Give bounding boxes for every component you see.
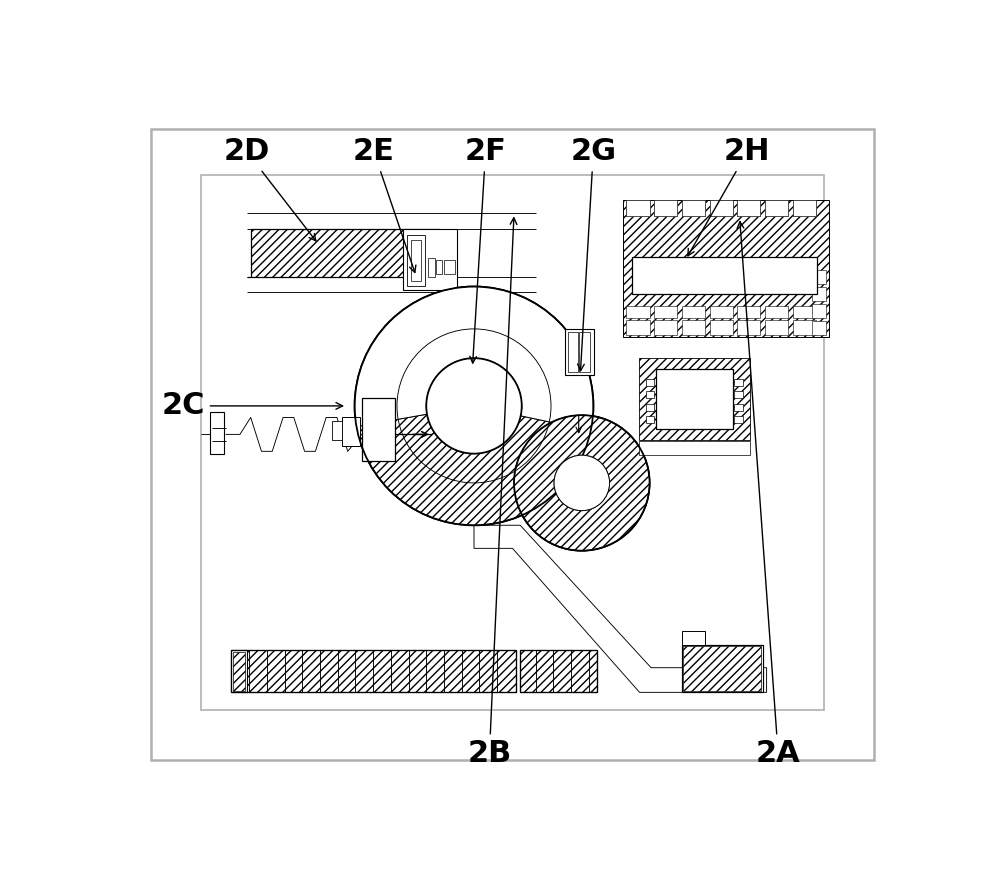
Bar xyxy=(710,319,733,335)
Bar xyxy=(765,200,788,216)
Bar xyxy=(812,304,826,318)
Bar xyxy=(734,416,743,422)
Bar xyxy=(682,200,705,216)
Bar xyxy=(793,200,816,216)
Bar xyxy=(565,329,594,375)
Bar xyxy=(682,319,705,335)
Bar xyxy=(710,200,733,216)
Bar xyxy=(812,321,826,335)
Bar xyxy=(734,379,743,385)
Wedge shape xyxy=(514,415,650,551)
Bar xyxy=(646,379,654,385)
Text: 2E: 2E xyxy=(353,137,416,273)
Bar xyxy=(639,441,750,455)
Bar xyxy=(520,650,597,693)
Bar xyxy=(579,332,590,372)
Bar xyxy=(737,305,760,318)
Text: 2B: 2B xyxy=(467,217,517,768)
Circle shape xyxy=(426,358,522,454)
Bar xyxy=(682,644,763,693)
Bar xyxy=(793,319,816,335)
Bar xyxy=(233,651,245,691)
Text: 2H: 2H xyxy=(688,137,771,256)
Bar xyxy=(737,200,760,216)
Bar xyxy=(682,305,705,318)
Bar xyxy=(210,412,224,454)
Text: 2F: 2F xyxy=(465,137,506,363)
Bar xyxy=(793,305,816,318)
Bar xyxy=(646,392,654,398)
Bar xyxy=(231,650,516,693)
Bar xyxy=(656,369,733,429)
Text: 2D: 2D xyxy=(224,137,316,241)
Bar xyxy=(626,200,650,216)
Bar xyxy=(683,646,761,691)
Bar xyxy=(765,305,788,318)
Text: 2C: 2C xyxy=(161,392,343,421)
Circle shape xyxy=(514,415,650,551)
Bar xyxy=(444,260,455,275)
Bar xyxy=(411,239,421,282)
Bar xyxy=(332,422,342,440)
Bar xyxy=(734,404,743,410)
Wedge shape xyxy=(355,287,593,430)
Bar xyxy=(626,200,650,216)
Bar xyxy=(737,319,760,335)
Wedge shape xyxy=(356,414,591,525)
Bar xyxy=(765,200,788,216)
Bar xyxy=(251,229,439,276)
Bar xyxy=(654,200,677,216)
Text: 2A: 2A xyxy=(737,222,801,768)
Bar xyxy=(626,319,650,335)
Bar xyxy=(737,200,760,216)
Bar xyxy=(682,644,763,693)
Bar xyxy=(646,404,654,410)
Bar xyxy=(231,650,516,693)
Bar xyxy=(734,392,743,398)
Bar xyxy=(201,175,824,710)
Bar xyxy=(407,235,425,286)
Bar xyxy=(710,200,733,216)
Text: 2G: 2G xyxy=(570,137,616,370)
Bar xyxy=(812,270,826,284)
Bar xyxy=(682,200,705,216)
Bar xyxy=(403,229,457,290)
Bar xyxy=(632,257,817,294)
Bar xyxy=(639,358,750,440)
Bar xyxy=(342,416,360,446)
Bar xyxy=(362,398,395,461)
Bar xyxy=(710,305,733,318)
Bar xyxy=(623,200,829,336)
Bar xyxy=(654,200,677,216)
Bar xyxy=(654,319,677,335)
Bar xyxy=(626,305,650,318)
Bar xyxy=(793,200,816,216)
Bar xyxy=(812,287,826,301)
Circle shape xyxy=(554,455,610,510)
Bar xyxy=(654,305,677,318)
Polygon shape xyxy=(474,525,767,693)
Bar xyxy=(682,631,705,644)
Bar xyxy=(231,650,247,693)
Bar xyxy=(765,319,788,335)
Circle shape xyxy=(355,287,593,525)
Bar xyxy=(520,650,597,693)
Bar xyxy=(646,416,654,422)
Bar xyxy=(568,332,578,372)
Bar xyxy=(436,260,442,275)
Bar xyxy=(428,258,435,276)
